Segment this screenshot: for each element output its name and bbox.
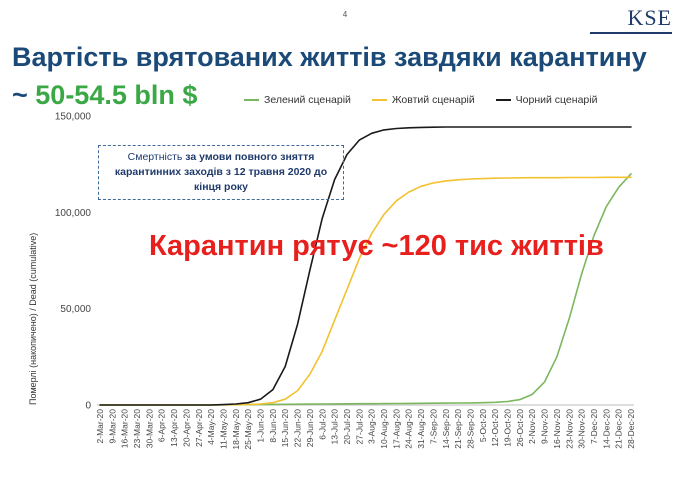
x-tick-label: 11-May-20 — [218, 409, 228, 449]
x-tick-label: 8-Jun-20 — [268, 409, 278, 443]
x-tick-label: 20-Apr-20 — [181, 409, 191, 447]
y-tick-label: 150,000 — [55, 112, 92, 123]
x-tick-label: 4-May-20 — [206, 409, 216, 445]
series-line-green — [99, 173, 632, 406]
note-text-regular: Смертність — [127, 151, 186, 163]
legend-label-green: Зелений сценарій — [264, 94, 351, 106]
subtitle-prefix: ~ — [12, 80, 36, 110]
x-tick-label: 14-Dec-20 — [601, 409, 611, 449]
x-tick-label: 15-Jun-20 — [280, 409, 290, 448]
legend-label-yellow: Жовтий сценарій — [391, 94, 475, 106]
x-tick-label: 14-Sep-20 — [441, 409, 451, 449]
y-tick-label: 100,000 — [55, 208, 92, 219]
x-tick-label: 10-Aug-20 — [379, 409, 389, 449]
legend-swatch-black — [495, 99, 511, 102]
legend-swatch-green — [244, 99, 259, 102]
y-axis-label: Померлі (накопичено) / Dead (cumulative) — [28, 233, 38, 405]
assumption-note: Смертність за умови повного зняття каран… — [98, 145, 344, 200]
x-tick-label: 22-Jun-20 — [293, 409, 303, 448]
x-tick-label: 3-Aug-20 — [367, 409, 377, 444]
x-tick-label: 19-Oct-20 — [503, 409, 513, 447]
x-tick-label: 18-May-20 — [231, 409, 241, 450]
x-tick-label: 16-Mar-20 — [120, 409, 130, 448]
x-tick-label: 12-Oct-20 — [490, 409, 500, 447]
x-tick-label: 25-May-20 — [243, 409, 253, 450]
x-tick-label: 20-Jul-20 — [342, 409, 352, 445]
legend-item-black: Чорний сценарій — [495, 94, 598, 106]
x-tick-label: 6-Jul-20 — [317, 409, 327, 440]
x-tick-label: 31-Aug-20 — [416, 409, 426, 449]
x-tick-label: 21-Dec-20 — [614, 409, 624, 449]
x-tick-label: 26-Oct-20 — [515, 409, 525, 447]
page-number: 4 — [342, 10, 348, 19]
callout-lives-saved: Карантин рятує ~120 тис життів — [149, 230, 604, 262]
series-line-black — [99, 126, 632, 406]
x-tick-label: 7-Sep-20 — [428, 409, 438, 444]
x-tick-label: 16-Nov-20 — [552, 409, 562, 449]
slide-subtitle: ~ 50-54.5 bln $ — [12, 80, 197, 111]
x-tick-label: 27-Jul-20 — [354, 409, 364, 445]
x-tick-label: 28-Sep-20 — [465, 409, 475, 449]
x-tick-label: 1-Jun-20 — [256, 409, 266, 443]
subtitle-value: 50-54.5 bln $ — [35, 80, 198, 110]
logo-underline — [590, 32, 672, 34]
x-tick-label: 13-Jul-20 — [330, 409, 340, 445]
x-tick-label: 9-Nov-20 — [540, 409, 550, 444]
legend-item-green: Зелений сценарій — [244, 94, 351, 106]
x-tick-label: 5-Oct-20 — [478, 409, 488, 442]
x-tick-label: 23-Nov-20 — [564, 409, 574, 449]
note-text-bold: за умови повного зняття карантинних захо… — [114, 151, 328, 193]
x-tick-label: 13-Apr-20 — [169, 409, 179, 447]
y-tick-label: 50,000 — [60, 304, 91, 315]
legend-label-black: Чорний сценарій — [515, 94, 598, 106]
x-tick-label: 2-Mar-20 — [95, 409, 105, 444]
x-tick-label: 28-Dec-20 — [626, 409, 636, 449]
x-tick-label: 30-Nov-20 — [577, 409, 587, 449]
x-tick-label: 23-Mar-20 — [132, 409, 142, 448]
x-tick-label: 2-Nov-20 — [527, 409, 537, 444]
y-tick-label: 0 — [85, 401, 91, 412]
x-tick-label: 6-Apr-20 — [157, 409, 167, 442]
chart-legend: Зелений сценарій Жовтий сценарій Чорний … — [244, 94, 615, 106]
slide-title: Вартість врятованих життів завдяки каран… — [12, 42, 647, 72]
x-tick-label: 27-Apr-20 — [194, 409, 204, 447]
x-tick-label: 24-Aug-20 — [404, 409, 414, 449]
legend-swatch-yellow — [371, 99, 387, 102]
x-tick-label: 21-Sep-20 — [453, 409, 463, 449]
x-tick-label: 9-Mar-20 — [107, 409, 117, 444]
series-line-yellow — [99, 176, 632, 406]
legend-item-yellow: Жовтий сценарій — [371, 94, 475, 106]
x-tick-label: 17-Aug-20 — [391, 409, 401, 449]
x-tick-label: 30-Mar-20 — [144, 409, 154, 448]
x-tick-label: 29-Jun-20 — [305, 409, 315, 448]
chart-series — [99, 126, 632, 406]
kse-logo: KSE — [627, 5, 672, 30]
x-tick-label: 7-Dec-20 — [589, 409, 599, 444]
